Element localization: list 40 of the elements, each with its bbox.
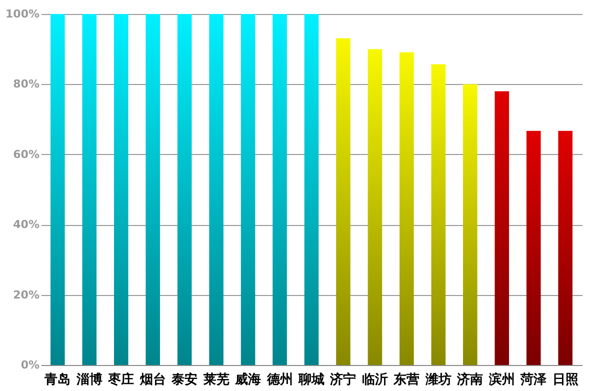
bar — [463, 84, 478, 365]
bar — [82, 14, 97, 365]
x-tick-label: 威海 — [234, 372, 262, 388]
bar — [494, 91, 510, 365]
x-tick-label: 临沂 — [362, 372, 388, 388]
bar — [114, 14, 128, 365]
bar — [368, 49, 382, 365]
bar — [50, 14, 65, 365]
x-tick-label: 德州 — [266, 372, 293, 388]
bar — [526, 130, 541, 365]
bar — [177, 14, 192, 365]
bar — [431, 64, 446, 365]
y-tick-label: 0% — [20, 358, 40, 372]
x-tick-label: 烟台 — [138, 372, 166, 388]
x-tick-label: 潍坊 — [424, 372, 452, 388]
bar — [400, 52, 414, 365]
y-tick-label: 20% — [13, 288, 40, 302]
bar — [304, 14, 319, 365]
x-tick-label: 滨州 — [488, 372, 515, 388]
x-tick-label: 济南 — [456, 372, 484, 388]
bar — [209, 14, 224, 365]
x-tick-label: 青岛 — [44, 372, 71, 388]
bar — [146, 14, 160, 365]
x-tick-label: 泰安 — [170, 372, 198, 388]
bar — [336, 38, 350, 365]
x-tick-label: 淄博 — [75, 372, 102, 388]
x-tick-label: 济宁 — [329, 372, 356, 388]
x-tick-label: 聊城 — [298, 372, 324, 388]
x-tick-label: 日照 — [552, 372, 578, 388]
bar — [240, 14, 256, 365]
x-tick-label: 菏泽 — [520, 372, 548, 388]
x-tick-label: 莱芜 — [202, 372, 230, 388]
bar — [272, 14, 287, 365]
y-tick-label: 100% — [6, 8, 40, 20]
x-tick-label: 东营 — [392, 372, 420, 388]
y-tick-label: 60% — [13, 148, 40, 161]
y-tick-label: 40% — [13, 218, 40, 232]
x-tick-label: 枣庄 — [107, 372, 134, 388]
bar — [558, 130, 572, 365]
y-tick-label: 80% — [13, 78, 40, 91]
